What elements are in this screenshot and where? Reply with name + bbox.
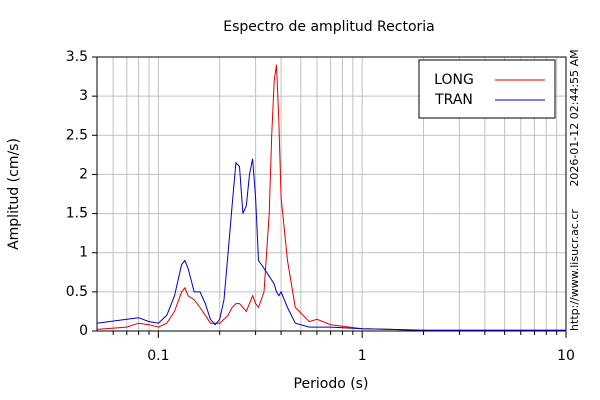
legend-label: LONG [434, 72, 474, 88]
series-line [96, 64, 566, 331]
y-tick-label: 1 [79, 245, 88, 261]
y-axis-label: Amplitud (cm/s) [6, 138, 22, 250]
y-tick-label: 2.5 [66, 127, 88, 143]
y-tick-label: 3 [79, 88, 88, 104]
chart-title: Espectro de amplitud Rectoria [223, 19, 435, 35]
y-tick-label: 2 [79, 166, 88, 182]
y-tick-label: 0 [79, 323, 88, 339]
y-tick-label: 3.5 [66, 49, 88, 65]
x-tick-label: 1 [358, 348, 367, 364]
series-line [96, 158, 566, 331]
url: http://www.lisucr.ac.cr [568, 209, 581, 331]
y-tick-label: 0.5 [66, 284, 88, 300]
x-axis-label: Periodo (s) [294, 376, 369, 392]
timestamp: 2026-01-12 02:44:55 AM [568, 49, 581, 186]
x-tick-label: 10 [557, 348, 575, 364]
y-tick-label: 1.5 [66, 206, 88, 222]
plot-frame [96, 56, 567, 332]
legend-box [418, 59, 556, 119]
x-tick-label: 0.1 [147, 348, 169, 364]
legend-label: TRAN [434, 92, 473, 108]
